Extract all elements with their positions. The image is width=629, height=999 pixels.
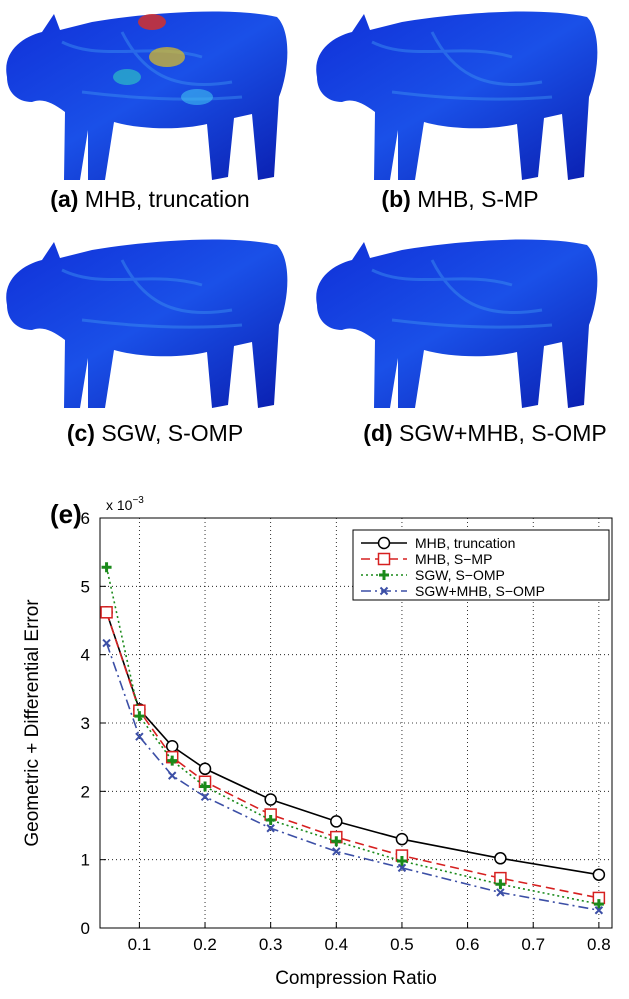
legend-box <box>352 529 610 601</box>
x-tick-label: 0.7 <box>521 935 545 954</box>
panel-a <box>4 10 289 182</box>
series-line <box>105 612 600 899</box>
marker <box>165 739 179 753</box>
y-tick-label: 2 <box>81 782 90 801</box>
marker <box>200 792 210 802</box>
marker <box>396 856 407 867</box>
legend-label: SGW, S−OMP <box>415 567 505 583</box>
y-axis-label: Geometric + Differential Error <box>22 599 43 847</box>
marker <box>593 899 604 910</box>
multiplier-exponent: −3 <box>132 495 144 506</box>
marker <box>200 781 211 792</box>
series-line <box>105 567 600 905</box>
caption-text: MHB, truncation <box>85 186 250 212</box>
x-tick-label: 0.8 <box>587 935 611 954</box>
y-tick-label: 3 <box>81 714 90 733</box>
marker <box>594 906 604 915</box>
x-tick-label: 0.5 <box>390 935 414 954</box>
marker <box>266 824 275 833</box>
panel-d <box>314 238 599 410</box>
x-tick-label: 0.2 <box>193 935 217 954</box>
marker <box>167 771 177 780</box>
caption-text: SGW+MHB, S-OMP <box>399 420 607 446</box>
marker <box>134 711 145 722</box>
marker <box>592 868 606 881</box>
x-tick-label: 0.3 <box>259 935 283 954</box>
marker <box>102 638 111 648</box>
marker <box>397 863 407 873</box>
marker <box>494 852 507 865</box>
y-tick-label: 6 <box>81 509 90 528</box>
marker <box>167 755 178 766</box>
panel-label: (e) <box>50 499 82 529</box>
caption: (a) MHB, truncation <box>50 186 249 212</box>
multiplier-base: x 10 <box>106 497 133 513</box>
x-axis-label: Compression Ratio <box>275 968 437 989</box>
caption: (b) MHB, S-MP <box>381 186 538 212</box>
marker <box>100 606 113 619</box>
caption-label: (c) <box>67 420 95 446</box>
caption-text: MHB, S-MP <box>417 186 538 212</box>
marker <box>377 552 391 566</box>
x-tick-label: 0.4 <box>324 935 348 954</box>
marker <box>379 586 389 596</box>
marker <box>379 570 389 580</box>
caption: (c) SGW, S-OMP <box>67 420 243 446</box>
panel-b <box>314 10 599 182</box>
caption-label: (d) <box>363 420 392 446</box>
legend-label: MHB, S−MP <box>415 551 492 567</box>
caption: (d) SGW+MHB, S-OMP <box>363 420 606 446</box>
caption-label: (b) <box>381 186 410 212</box>
x-tick-label: 0.1 <box>128 935 152 954</box>
marker <box>395 832 409 846</box>
caption-label: (a) <box>50 186 78 212</box>
marker <box>265 815 276 826</box>
marker <box>495 879 506 890</box>
x-tick-label: 0.6 <box>456 935 480 954</box>
legend-label: SGW+MHB, S−OMP <box>415 583 545 599</box>
y-tick-label: 1 <box>81 851 90 870</box>
marker <box>331 836 342 847</box>
marker <box>330 815 343 828</box>
caption-text: SGW, S-OMP <box>101 420 243 446</box>
marker <box>135 732 144 741</box>
marker <box>496 888 505 897</box>
y-tick-label: 4 <box>81 646 90 665</box>
y-tick-label: 0 <box>81 919 90 938</box>
marker <box>377 536 391 550</box>
panel-c <box>4 238 289 410</box>
legend-label: MHB, truncation <box>415 535 515 551</box>
axis-multiplier: x 10−3 <box>106 495 144 513</box>
y-tick-label: 5 <box>81 577 90 596</box>
marker <box>101 562 112 573</box>
marker <box>264 793 277 806</box>
marker <box>332 847 341 856</box>
marker <box>198 762 212 776</box>
